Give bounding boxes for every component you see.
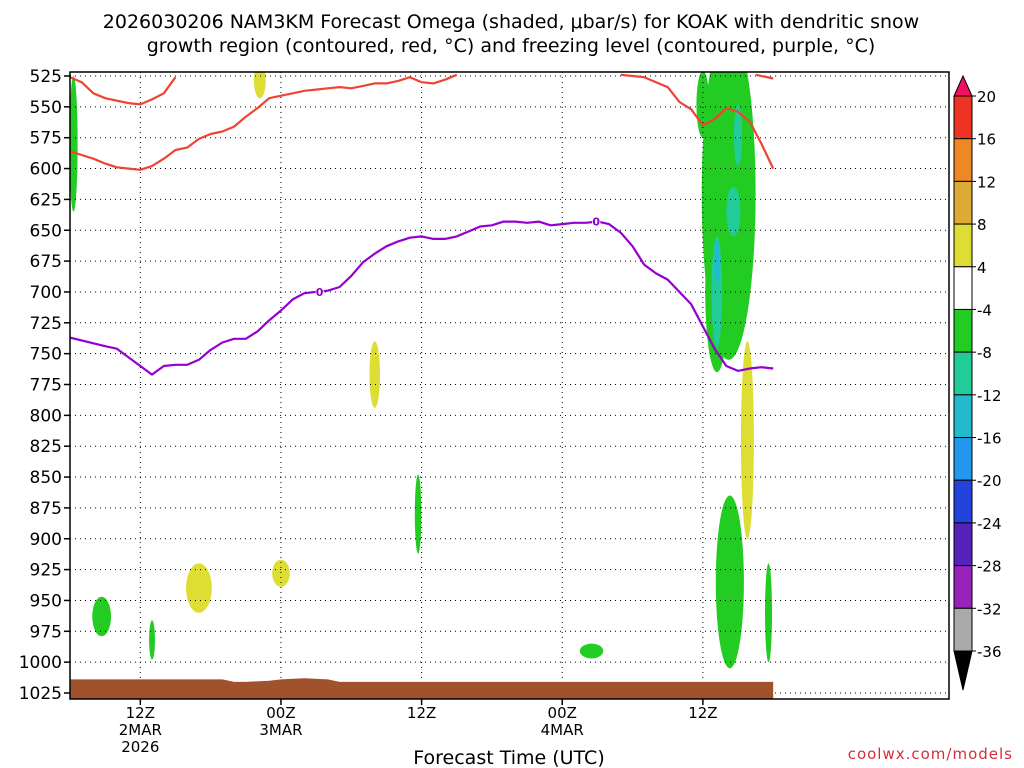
y-tick-label-600: 600 [30, 160, 62, 180]
x-tick-label-48-2: 4MAR [541, 721, 584, 739]
x-tick-label-48-1: 00Z [548, 704, 577, 722]
colorbar-bin-5 [953, 266, 973, 310]
x-tick-label-36-1: 12Z [407, 704, 436, 722]
colorbar-label-1: 20 [977, 88, 996, 106]
colorbar-bin-8 [953, 394, 973, 439]
dgz-contours [70, 73, 775, 171]
y-tick-label-925: 925 [30, 561, 62, 581]
colorbar-label-8: -12 [977, 387, 1002, 405]
colorbar-bin-3 [953, 180, 973, 225]
colorbar-label-9: -16 [977, 430, 1002, 448]
y-tick-label-1000: 1000 [19, 653, 62, 673]
omega-region-8 [149, 620, 155, 660]
y-tick-label-975: 975 [30, 622, 62, 642]
x-tick-label-24-2: 3MAR [259, 721, 302, 739]
colorbar-label-7: -8 [977, 344, 992, 362]
freezing-level-line [70, 220, 774, 376]
y-tick-label-575: 575 [30, 129, 62, 149]
x-tick-label-12-1: 12Z [126, 704, 155, 722]
plot-area [70, 72, 949, 699]
colorbar-bin-1 [953, 95, 973, 140]
y-tick-label-550: 550 [30, 98, 62, 118]
omega-region-9 [414, 474, 422, 554]
omega-region-7 [92, 596, 112, 637]
colorbar-bin-7 [953, 351, 973, 396]
omega-region-16 [733, 104, 743, 167]
x-axis-label: Forecast Time (UTC) [413, 747, 604, 768]
colorbar-bin-11 [953, 522, 973, 567]
y-tick-label-750: 750 [30, 345, 62, 365]
colorbar-label-2: 16 [977, 131, 996, 149]
plot-frame [69, 71, 950, 700]
omega-region-5 [740, 341, 754, 539]
y-axis: 525 550 575 600 625 650 675 700 725 750 775 800 825 8… [19, 67, 70, 704]
colorbar: 20 16 12 8 4 -4 -8 -12 -16 -20 -24 -28 -32 -36 [953, 74, 1002, 691]
credit-link[interactable]: coolwx.com/models [848, 745, 1013, 763]
omega-region-19 [714, 238, 720, 284]
chart-title-line1: 2026030206 NAM3KM Forecast Omega (shaded… [103, 11, 919, 33]
y-tick-label-850: 850 [30, 468, 62, 488]
y-tick-label-950: 950 [30, 591, 62, 611]
omega-region-10 [579, 643, 604, 659]
y-tick-label-525: 525 [30, 67, 62, 87]
colorbar-bin-10 [953, 479, 973, 524]
y-tick-label-1025: 1025 [19, 684, 62, 704]
colorbar-bin-2 [953, 138, 973, 182]
colorbar-bin-13 [953, 607, 973, 652]
colorbar-bottom-arrow [953, 650, 973, 691]
omega-region-3 [186, 563, 212, 613]
colorbar-top-arrow [953, 74, 973, 97]
colorbar-label-4: 8 [977, 216, 987, 234]
y-tick-label-675: 675 [30, 252, 62, 272]
dgz-contour-3 [620, 73, 775, 170]
colorbar-label-10: -20 [977, 472, 1002, 490]
colorbar-label-13: -32 [977, 600, 1002, 618]
chart-title-line2: growth region (contoured, red, °C) and f… [147, 35, 876, 57]
omega-region-2 [369, 341, 380, 408]
colorbar-label-6: -4 [977, 301, 992, 319]
y-tick-label-775: 775 [30, 376, 62, 396]
omega-shading [70, 72, 773, 669]
freezing-label-bg-2 [592, 215, 601, 228]
y-tick-label-625: 625 [30, 190, 62, 210]
x-tick-label-12-3: 2026 [121, 738, 159, 756]
dgz-contour-2 [70, 73, 458, 171]
colorbar-label-11: -24 [977, 515, 1002, 533]
omega-region-1 [254, 72, 266, 99]
freezing-level-label-2: 0 [592, 216, 600, 229]
freezing-level: 00 [70, 215, 774, 376]
colorbar-label-14: -36 [977, 643, 1002, 661]
colorbar-label-3: 12 [977, 173, 996, 191]
omega-region-6 [70, 76, 78, 212]
x-tick-label-60-1: 12Z [688, 704, 717, 722]
terrain-fill [70, 678, 774, 699]
y-tick-label-875: 875 [30, 499, 62, 519]
x-tick-label-12-2: 2MAR [119, 721, 162, 739]
dgz-contour-4 [755, 73, 774, 80]
x-tick-label-24-1: 00Z [266, 704, 295, 722]
y-tick-label-825: 825 [30, 437, 62, 457]
dgz-contour-1 [70, 76, 177, 106]
y-tick-label-650: 650 [30, 221, 62, 241]
omega-region-17 [726, 187, 741, 237]
omega-region-4 [272, 559, 290, 587]
colorbar-bin-9 [953, 437, 973, 481]
y-tick-label-700: 700 [30, 283, 62, 303]
colorbar-label-5: 4 [977, 259, 987, 277]
omega-region-14 [715, 495, 744, 669]
colorbar-bin-12 [953, 565, 973, 609]
y-tick-label-800: 800 [30, 406, 62, 426]
y-tick-label-900: 900 [30, 530, 62, 550]
y-tick-label-725: 725 [30, 314, 62, 334]
freezing-level-label-1: 0 [316, 286, 324, 299]
colorbar-bin-4 [953, 223, 973, 268]
omega-region-15 [764, 563, 773, 663]
colorbar-bin-6 [953, 308, 973, 353]
freezing-label-bg-1 [315, 285, 324, 298]
surface-terrain [70, 678, 774, 699]
colorbar-label-12: -28 [977, 558, 1002, 576]
